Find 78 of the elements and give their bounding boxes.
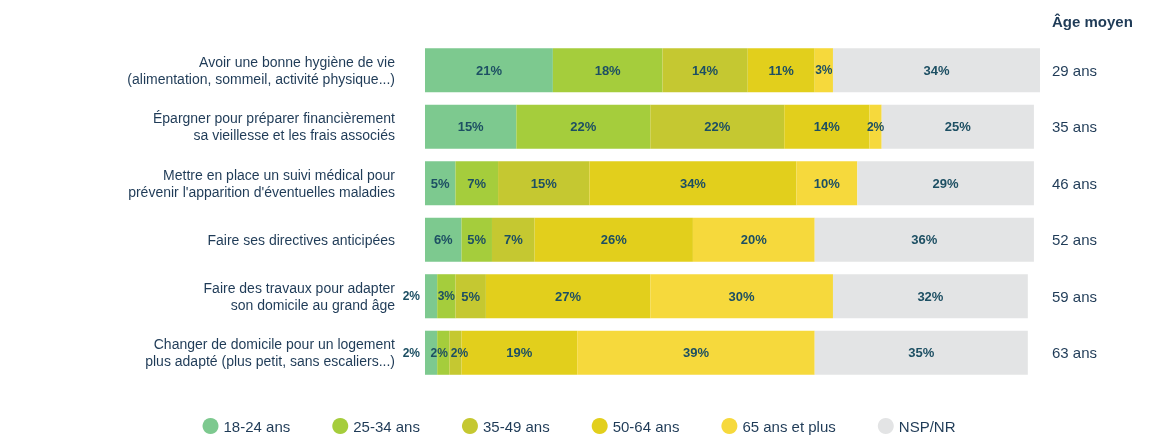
bar <box>516 104 651 149</box>
data-label: 6% <box>433 232 454 248</box>
bar <box>491 217 535 262</box>
data-label: 36% <box>911 232 938 248</box>
data-label: 30% <box>728 288 756 304</box>
data-label: 5% <box>467 232 487 248</box>
text: 63 ans <box>1052 344 1098 362</box>
bar <box>692 217 815 262</box>
y-tick-label: Faire des travaux pour adapter son domicile au grand âge <box>203 279 396 313</box>
text: Âge moyen <box>1052 13 1133 30</box>
data-label: 22% <box>570 119 597 135</box>
data-label: 21% <box>475 62 503 78</box>
data-label: 14% <box>813 119 841 135</box>
data-label: 25% <box>944 119 972 135</box>
data-label: 3% <box>815 63 833 78</box>
data-label: 2% <box>402 289 421 304</box>
data-label: 20% <box>740 232 768 248</box>
bar <box>814 217 1034 262</box>
text: 59 ans <box>1052 287 1098 305</box>
data-label: 22% <box>704 119 731 135</box>
bar <box>455 161 499 206</box>
data-label: 5% <box>461 288 481 304</box>
data-label: 26% <box>600 232 628 248</box>
bar <box>796 161 858 206</box>
data-label: 19% <box>506 345 533 361</box>
bar <box>577 330 815 375</box>
legend-label: 25-34 ans <box>353 417 420 435</box>
data-label: 7% <box>467 175 487 191</box>
bar <box>425 104 517 149</box>
data-label: 5% <box>430 175 451 191</box>
text: 29 ans <box>1052 61 1098 79</box>
data-label: 18% <box>594 62 622 78</box>
legend-label: NSP/NR <box>898 417 956 435</box>
text: 52 ans <box>1052 231 1098 249</box>
bar <box>857 161 1034 206</box>
data-label: 15% <box>530 175 558 191</box>
data-label: 34% <box>923 62 950 78</box>
y-tick-label: Épargner pour préparer financièrement sa vieillesse et les frais associés <box>152 110 396 144</box>
y-tick-label: Mettre en place un suivi médical pour prévenir l'apparition d'éventuelles maladies <box>128 166 396 200</box>
bar <box>485 274 651 319</box>
y-tick-label: Avoir une bonne hygiène de vie (alimentation, sommeil, activité physique...) <box>127 53 396 87</box>
bar <box>832 48 1040 93</box>
data-label: 14% <box>692 62 719 78</box>
legend-label: 50-64 ans <box>612 417 680 435</box>
data-label: 39% <box>682 345 710 361</box>
data-label: 11% <box>768 62 795 78</box>
bar <box>455 274 486 319</box>
bar <box>552 48 663 93</box>
bar <box>425 274 438 319</box>
legend-label: 18-24 ans <box>223 417 291 435</box>
data-label: 27% <box>555 288 582 304</box>
text: 35 ans <box>1052 118 1098 136</box>
bar <box>589 161 797 206</box>
data-label: 34% <box>679 175 707 191</box>
data-label: 2% <box>402 345 421 360</box>
data-label: 15% <box>457 119 485 135</box>
bar <box>662 48 748 93</box>
data-label: 3% <box>437 289 456 304</box>
bar <box>425 217 462 262</box>
bar <box>498 161 590 206</box>
bar <box>650 274 833 319</box>
data-label: 35% <box>908 345 935 361</box>
bar <box>832 274 1028 319</box>
data-label: 2% <box>450 345 469 360</box>
bar <box>534 217 693 262</box>
bar <box>814 330 1028 375</box>
data-label: 7% <box>503 232 524 248</box>
legend-label: 65 ans et plus <box>742 417 836 435</box>
y-tick-label: Faire ses directives anticipées <box>207 231 395 248</box>
data-label: 29% <box>932 175 960 191</box>
bar <box>747 48 815 93</box>
y-tick-label: Changer de domicile pour un logement plus adapté (plus petit, sans escaliers...) <box>145 336 396 370</box>
bar <box>650 104 785 149</box>
bar <box>425 48 553 93</box>
legend-label: 35-49 ans <box>482 417 550 435</box>
text: 46 ans <box>1052 174 1098 192</box>
data-label: 10% <box>813 175 841 191</box>
data-label: 32% <box>917 288 944 304</box>
